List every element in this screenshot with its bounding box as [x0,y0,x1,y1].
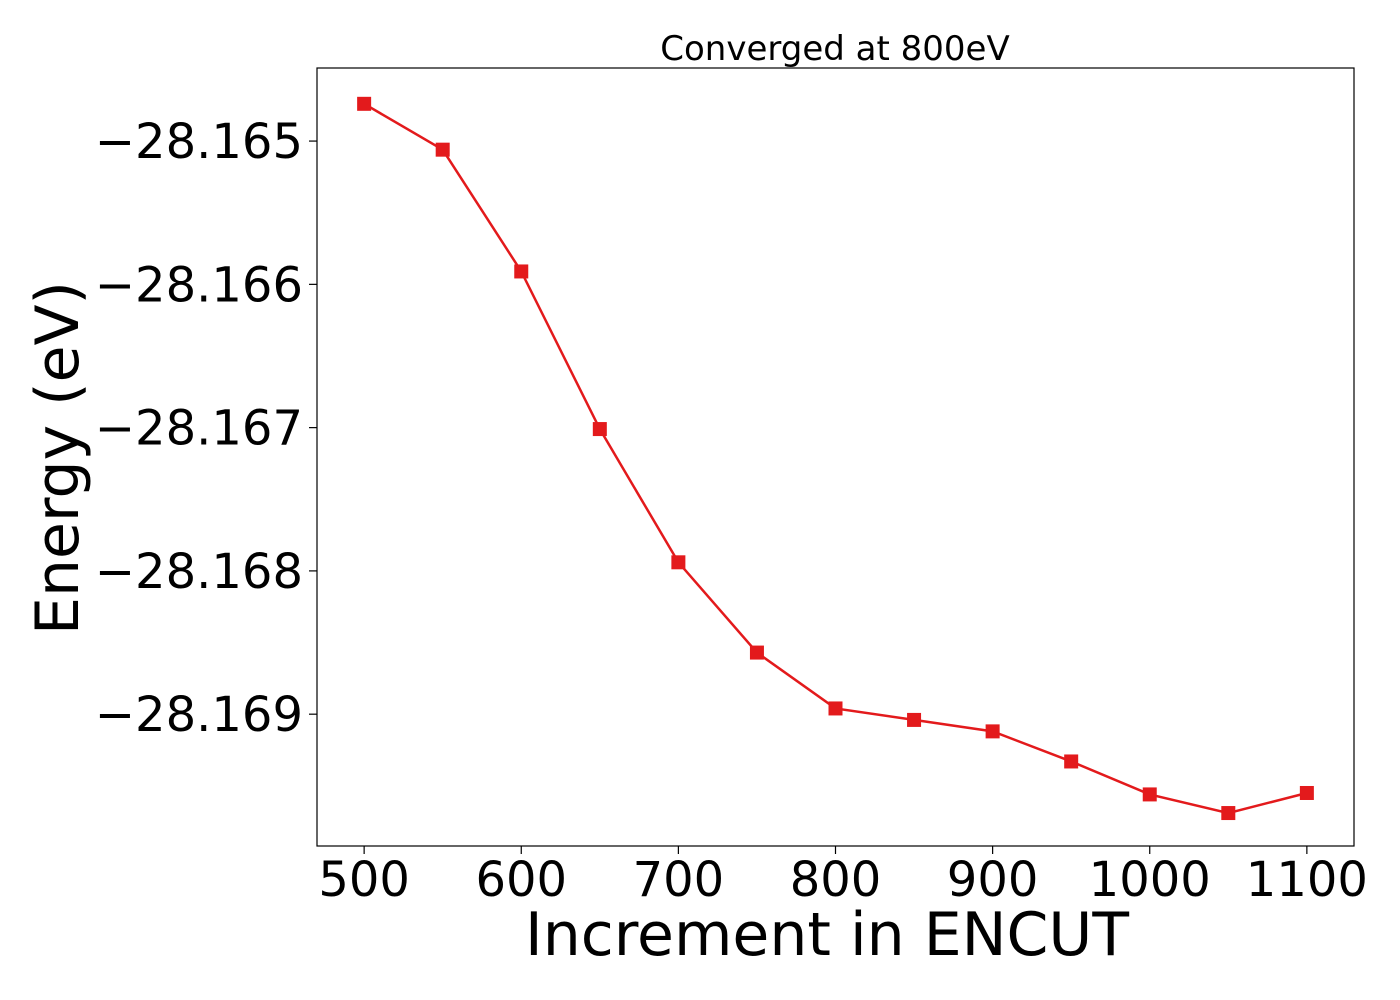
x-tick-label: 800 [790,852,882,908]
x-tick-label: 500 [318,852,410,908]
y-tick-label: −28.166 [95,257,303,313]
x-tick-label: 600 [475,852,567,908]
y-tick-label: −28.168 [95,544,303,600]
data-point [907,712,922,727]
data-point [985,724,1000,739]
data-point [592,422,607,437]
y-tick-label: −28.169 [95,687,303,743]
data-point [1142,787,1157,802]
data-point [1299,785,1314,800]
data-point [514,264,529,279]
y-tick-label: −28.165 [95,114,303,170]
data-point [749,645,764,660]
y-tick-label: −28.167 [95,401,303,457]
x-tick-label: 1100 [1246,852,1368,908]
data-point [671,555,686,570]
x-tick-label: 900 [947,852,1039,908]
data-point [435,142,450,157]
x-axis: 500 600 700 800 900 1000 1100 [318,846,1368,908]
plot-area-frame [316,67,1355,847]
data-point [1064,754,1079,769]
chart-title: Converged at 800eV [660,29,1009,69]
data-point [357,96,372,111]
x-tick-label: 700 [633,852,725,908]
y-axis: −28.165 −28.166 −28.167 −28.168 −28.169 [95,114,317,743]
data-point [828,701,843,716]
x-axis-label: Increment in ENCUT [525,900,1129,970]
series-layer [357,96,1314,821]
data-point [1221,806,1236,821]
y-axis-label: Energy (eV) [23,281,93,635]
x-tick-label: 1000 [1089,852,1211,908]
